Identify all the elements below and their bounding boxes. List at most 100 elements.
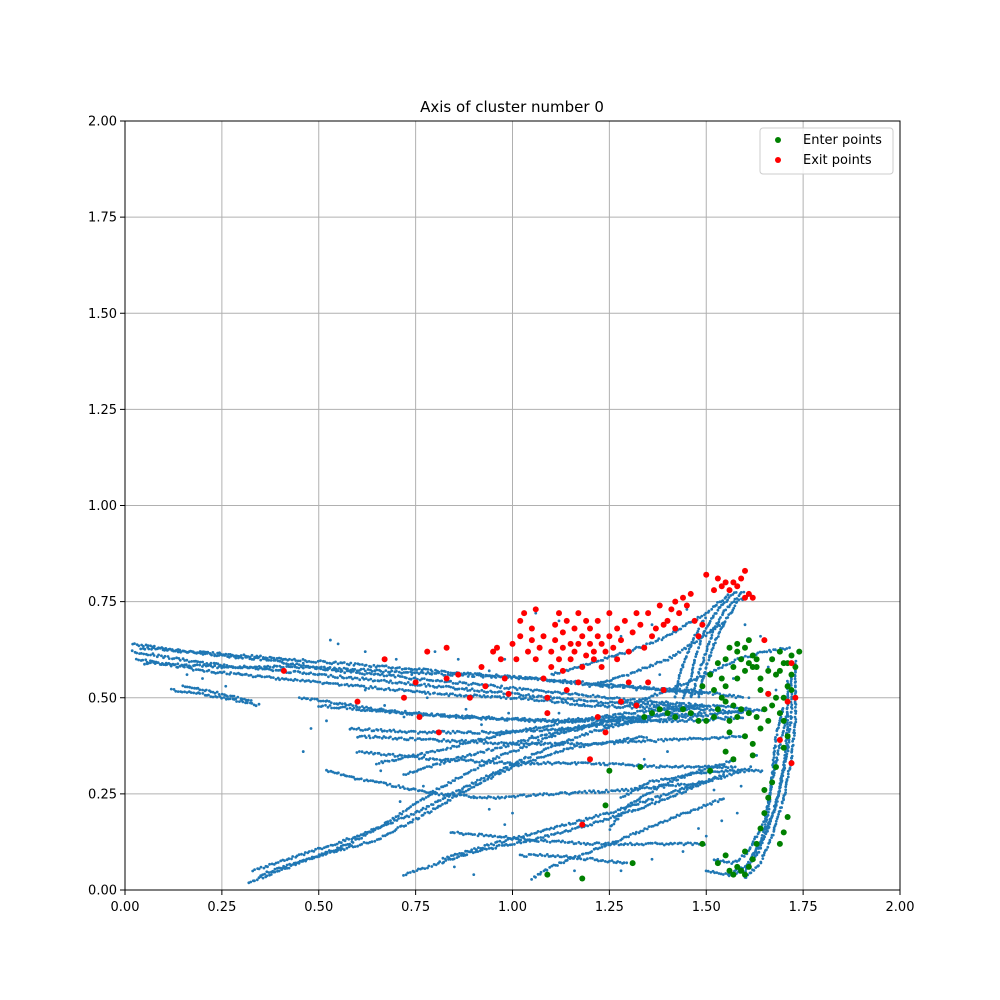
trajectory-point — [705, 707, 709, 710]
trajectory-point — [520, 835, 523, 839]
trajectory-point — [590, 724, 594, 728]
trajectory-point — [482, 776, 486, 780]
trajectory-point — [193, 651, 197, 655]
trajectory-point — [724, 595, 728, 599]
trajectory-point — [570, 742, 574, 745]
trajectory-point — [220, 671, 224, 675]
trajectory-point — [518, 686, 522, 690]
trajectory-point — [407, 815, 411, 819]
trajectory-point — [372, 736, 375, 739]
trajectory-point — [433, 790, 437, 794]
trajectory-point — [706, 766, 709, 769]
trajectory-point — [552, 718, 555, 722]
trajectory-point — [360, 842, 364, 846]
trajectory-point — [503, 751, 507, 755]
trajectory-point — [570, 856, 573, 860]
trajectory-point — [278, 668, 282, 672]
trajectory-point — [489, 741, 493, 745]
trajectory-point — [364, 663, 368, 667]
trajectory-point — [662, 718, 666, 721]
trajectory-point — [597, 841, 601, 845]
trajectory-point — [592, 699, 596, 703]
trajectory-point — [685, 655, 688, 658]
trajectory-point — [389, 729, 393, 733]
trajectory-point — [777, 812, 780, 816]
trajectory-point — [740, 854, 744, 858]
trajectory-point — [453, 852, 457, 856]
trajectory-point — [221, 653, 225, 656]
trajectory-point — [476, 716, 480, 720]
trajectory-point — [406, 738, 410, 742]
trajectory-point — [785, 742, 788, 745]
trajectory-point — [389, 819, 392, 822]
trajectory-point — [302, 853, 306, 857]
trajectory-point — [724, 872, 728, 875]
trajectory-point — [622, 737, 626, 741]
trajectory-point — [618, 675, 621, 678]
trajectory-point — [723, 718, 726, 721]
trajectory-point — [417, 672, 421, 676]
trajectory-point — [497, 731, 501, 734]
trajectory-point — [509, 742, 512, 745]
trajectory-point — [784, 750, 787, 754]
trajectory-point — [202, 670, 206, 673]
trajectory-point — [603, 763, 607, 767]
trajectory-point — [571, 747, 574, 750]
trajectory-point — [408, 770, 412, 774]
trajectory-point — [254, 704, 258, 708]
trajectory-point — [698, 642, 702, 645]
trajectory-point — [418, 789, 421, 792]
trajectory-point — [482, 690, 486, 693]
trajectory-point — [367, 751, 371, 755]
trajectory-point — [550, 752, 553, 756]
trajectory-point — [306, 697, 309, 700]
trajectory-point — [353, 845, 357, 848]
trajectory-point — [534, 759, 537, 762]
trajectory-point — [655, 779, 658, 782]
trajectory-point — [339, 841, 343, 845]
trajectory-point — [546, 728, 550, 732]
trajectory-point — [527, 720, 531, 723]
trajectory-point — [550, 700, 554, 704]
trajectory-point — [671, 689, 675, 693]
trajectory-point — [411, 755, 414, 758]
trajectory-point — [273, 867, 277, 871]
trajectory-point — [685, 773, 689, 777]
trajectory-point — [783, 753, 787, 757]
trajectory-point — [261, 656, 265, 659]
trajectory-point — [512, 749, 516, 753]
trajectory-point — [641, 666, 645, 670]
trajectory-point — [149, 661, 152, 665]
trajectory-point — [357, 708, 361, 712]
trajectory-point — [353, 668, 357, 671]
trajectory-point — [594, 683, 598, 687]
trajectory-point — [592, 741, 596, 745]
trajectory-point — [596, 681, 600, 684]
trajectory-point — [611, 789, 615, 793]
trajectory-point — [215, 695, 219, 699]
trajectory-point — [521, 729, 525, 733]
trajectory-point — [204, 688, 208, 692]
trajectory-point — [290, 863, 293, 867]
trajectory-point — [572, 699, 576, 703]
trajectory-point — [618, 651, 622, 655]
trajectory-point — [229, 671, 233, 674]
trajectory-point — [495, 840, 499, 844]
trajectory-point — [180, 663, 184, 667]
trajectory-point — [604, 788, 608, 792]
trajectory-point — [278, 678, 281, 682]
trajectory-point — [710, 736, 714, 739]
trajectory-point — [433, 685, 436, 689]
trajectory-point — [247, 698, 250, 702]
trajectory-point — [676, 720, 680, 723]
trajectory-point — [707, 778, 711, 781]
trajectory-point — [382, 678, 386, 682]
trajectory-point — [566, 829, 570, 833]
trajectory-point — [422, 677, 426, 680]
trajectory-point — [737, 711, 741, 715]
trajectory-point — [513, 692, 517, 695]
trajectory-point — [526, 834, 529, 837]
trajectory-point — [492, 843, 496, 847]
trajectory-point — [458, 742, 462, 745]
